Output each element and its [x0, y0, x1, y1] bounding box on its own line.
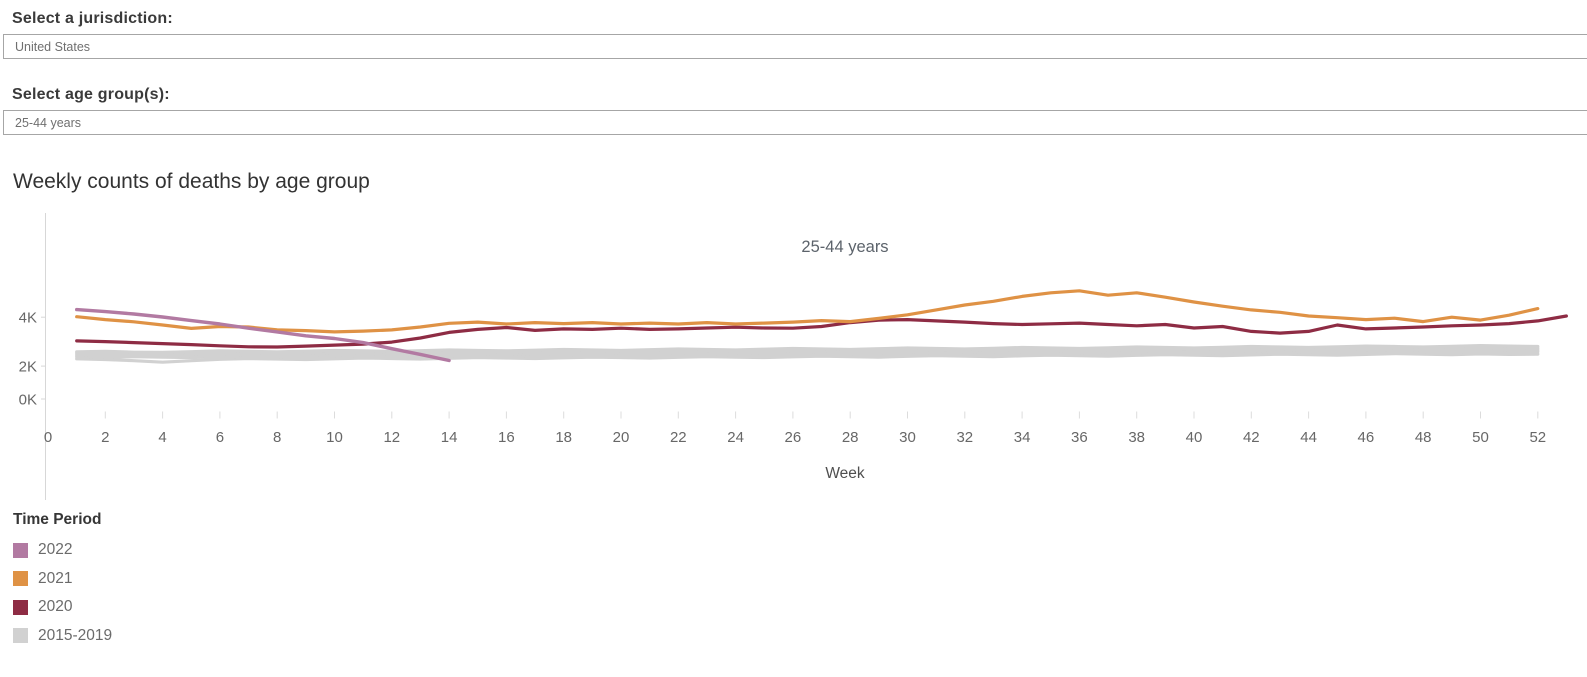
svg-text:2: 2 — [101, 429, 109, 446]
svg-text:50: 50 — [1472, 429, 1489, 446]
legend: Time Period 2022 2021 2020 2015-2019 — [13, 511, 112, 652]
svg-text:14: 14 — [441, 429, 458, 446]
chart-title: Weekly counts of deaths by age group — [13, 170, 370, 193]
jurisdiction-input[interactable] — [3, 34, 1587, 59]
svg-text:24: 24 — [727, 429, 744, 446]
legend-label-2020: 2020 — [38, 598, 73, 616]
legend-item-2022[interactable]: 2022 — [13, 538, 112, 562]
svg-text:16: 16 — [498, 429, 515, 446]
svg-text:52: 52 — [1529, 429, 1546, 446]
svg-text:46: 46 — [1358, 429, 1375, 446]
svg-text:18: 18 — [555, 429, 572, 446]
legend-item-2020[interactable]: 2020 — [13, 595, 112, 619]
svg-text:32: 32 — [956, 429, 973, 446]
svg-text:34: 34 — [1014, 429, 1031, 446]
age-group-input[interactable] — [3, 110, 1587, 135]
jurisdiction-label: Select a jurisdiction: — [12, 10, 173, 27]
legend-swatch-2022 — [13, 542, 28, 558]
svg-text:4: 4 — [158, 429, 166, 446]
x-axis-title: Week — [825, 465, 865, 482]
chart-annotation: 25-44 years — [801, 238, 889, 256]
legend-item-2015-2019[interactable]: 2015-2019 — [13, 624, 112, 648]
svg-text:20: 20 — [613, 429, 630, 446]
svg-text:28: 28 — [842, 429, 859, 446]
legend-label-2021: 2021 — [38, 569, 73, 587]
legend-title: Time Period — [13, 511, 102, 528]
age-group-label: Select age group(s): — [12, 86, 170, 103]
legend-swatch-2015-2019 — [13, 628, 28, 644]
legend-label-2015-2019: 2015-2019 — [38, 626, 113, 644]
svg-text:36: 36 — [1071, 429, 1088, 446]
legend-item-2021[interactable]: 2021 — [13, 567, 112, 591]
svg-text:0: 0 — [44, 429, 52, 446]
svg-text:30: 30 — [899, 429, 916, 446]
legend-label-2022: 2022 — [38, 541, 73, 558]
svg-text:40: 40 — [1186, 429, 1203, 446]
svg-text:12: 12 — [383, 429, 400, 446]
svg-text:38: 38 — [1128, 429, 1145, 446]
svg-text:48: 48 — [1415, 429, 1432, 446]
svg-text:0K: 0K — [19, 392, 37, 409]
legend-swatch-2020 — [13, 599, 28, 615]
svg-text:6: 6 — [216, 429, 224, 446]
svg-text:42: 42 — [1243, 429, 1260, 446]
svg-text:2K: 2K — [19, 359, 37, 376]
svg-text:10: 10 — [326, 429, 343, 446]
svg-text:44: 44 — [1300, 429, 1317, 446]
svg-text:4K: 4K — [19, 310, 37, 327]
legend-swatch-2021 — [13, 571, 28, 587]
svg-text:8: 8 — [273, 429, 281, 446]
svg-text:22: 22 — [670, 429, 687, 446]
svg-text:26: 26 — [785, 429, 802, 446]
